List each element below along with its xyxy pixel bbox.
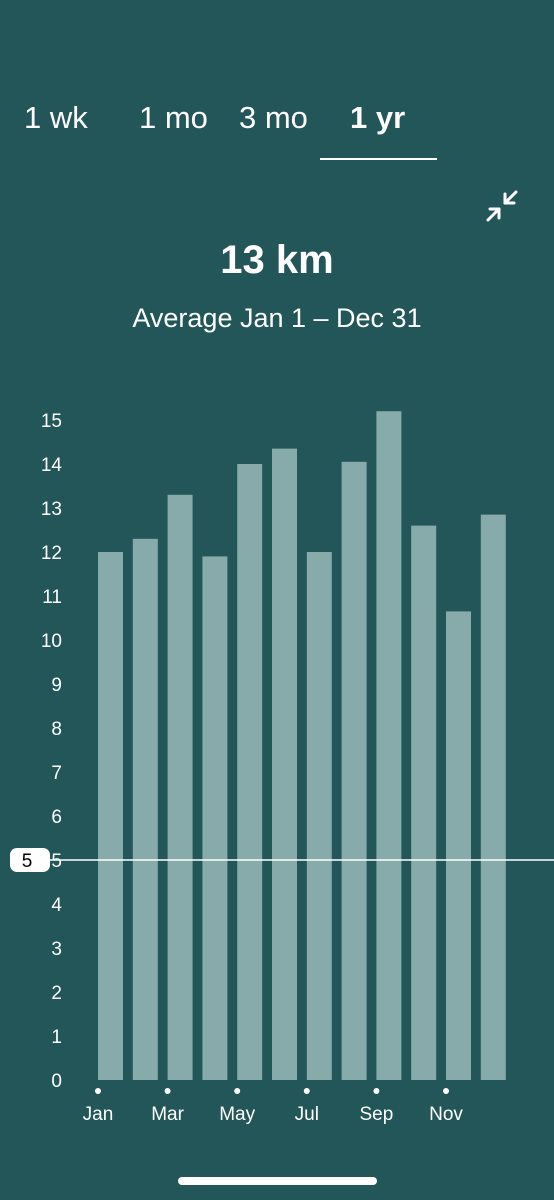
bar-dec	[480, 514, 506, 1080]
y-tick-label: 4	[51, 895, 62, 916]
x-tick-label: Jul	[295, 1104, 319, 1125]
y-tick-label: 13	[41, 499, 62, 520]
y-tick-label: 6	[51, 807, 62, 828]
x-tick-dot	[443, 1088, 449, 1094]
tab-1-month[interactable]: 1 mo	[139, 100, 208, 135]
bar-may	[237, 464, 263, 1080]
tab-1-week[interactable]: 1 wk	[24, 100, 88, 135]
tab-3-months[interactable]: 3 mo	[239, 100, 308, 135]
y-tick-label: 8	[51, 719, 62, 740]
y-tick-label: 14	[41, 455, 63, 476]
x-tick-label: Mar	[151, 1104, 184, 1125]
bar-nov	[446, 611, 471, 1080]
y-tick-label: 15	[41, 411, 62, 432]
bar-aug	[341, 461, 367, 1080]
x-tick-dot	[303, 1088, 310, 1094]
y-tick-label: 0	[51, 1071, 62, 1092]
collapse-button[interactable]	[478, 182, 526, 230]
x-tick-dot	[164, 1088, 171, 1094]
reference-line-label: 5	[22, 851, 33, 872]
y-tick-label: 12	[41, 543, 62, 564]
x-tick-dot	[373, 1088, 380, 1094]
tab-1-year[interactable]: 1 yr	[350, 100, 406, 135]
y-tick-label: 1	[51, 1027, 62, 1048]
y-tick-label: 11	[42, 587, 62, 608]
x-tick-dot	[95, 1088, 101, 1094]
x-tick-label: Nov	[429, 1104, 463, 1125]
bar-oct	[411, 525, 437, 1080]
active-tab-indicator	[320, 158, 437, 160]
y-tick-label: 2	[51, 983, 62, 1004]
x-tick-dot	[234, 1088, 241, 1094]
average-value: 13 km	[220, 238, 334, 282]
bar-jul	[306, 552, 332, 1080]
bar-jan	[98, 552, 123, 1080]
x-tick-label: Jan	[83, 1104, 114, 1125]
reference-line-badge	[10, 848, 50, 872]
average-caption: Average Jan 1 – Dec 31	[132, 303, 422, 333]
bar-sep	[376, 411, 402, 1080]
y-tick-label: 3	[51, 939, 62, 960]
bar-apr	[202, 556, 228, 1080]
y-tick-label: 9	[51, 675, 62, 696]
y-tick-label: 7	[51, 763, 62, 784]
x-tick-label: Sep	[359, 1104, 393, 1125]
collapse-arrows-icon	[486, 190, 518, 222]
y-tick-label: 5	[51, 851, 62, 872]
bar-jun	[272, 448, 297, 1081]
x-tick-label: May	[219, 1104, 255, 1125]
bar-mar	[167, 494, 193, 1080]
y-tick-label: 10	[41, 631, 62, 652]
home-indicator[interactable]	[178, 1177, 377, 1185]
bar-feb	[132, 538, 158, 1080]
